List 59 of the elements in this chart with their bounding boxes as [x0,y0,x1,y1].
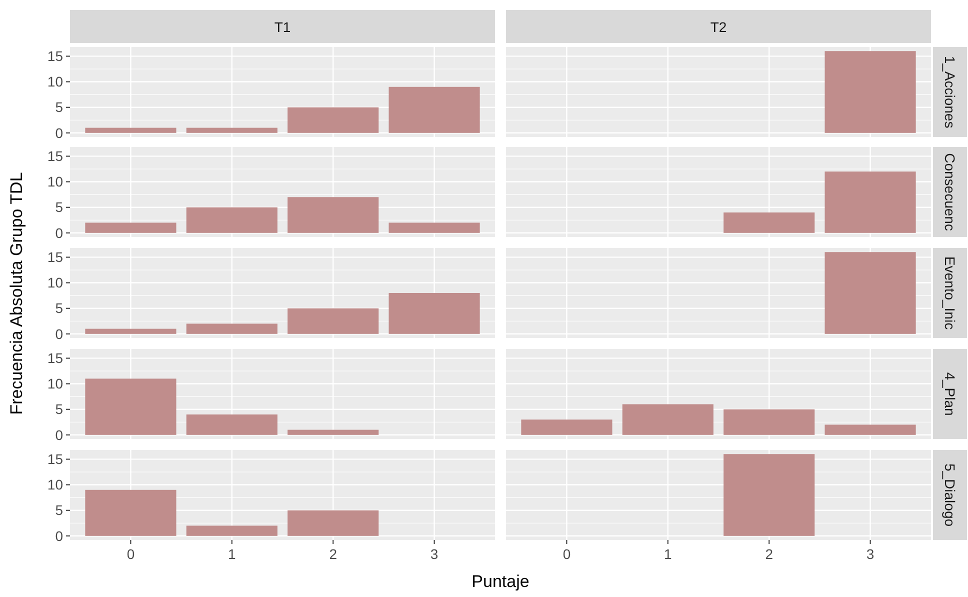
x-tick-label: 1 [664,546,672,562]
bar [288,197,379,233]
bar [85,328,176,334]
x-tick-label: 0 [126,546,135,562]
y-tick-label: 0 [55,528,64,544]
y2-axis-title: 4_Plan [942,372,958,416]
bar [85,378,176,435]
y-tick-label: 5 [55,99,64,116]
y-tick-label: 10 [47,376,64,392]
y2-axis-title: Consecuenc [942,153,958,231]
y-tick-label: 0 [55,426,64,443]
y-tick-label: 5 [55,300,64,316]
y-tick-label: 5 [55,502,64,518]
y-tick-label: 10 [47,274,64,291]
bar [724,409,815,435]
bar [85,222,176,233]
bar [388,86,480,133]
bar [824,424,916,435]
y-tick-label: 5 [55,199,64,216]
x-axis-title: Puntaje [472,572,530,591]
bar [186,526,278,536]
y-tick-label: 15 [47,451,64,468]
y-tick-label: 15 [47,148,64,164]
y-tick-label: 15 [47,350,64,366]
bar [186,414,278,435]
y-tick-label: 5 [55,401,64,418]
x-tick-label: 1 [228,546,236,562]
x-tick-label: 3 [430,546,438,562]
x-tick-label: 2 [329,546,338,562]
x-tick-label: 3 [866,546,874,562]
y-tick-label: 15 [47,249,64,266]
y-tick-label: 10 [47,74,64,90]
y2-axis-title: 5_Dialogo [942,463,958,527]
x-tick-label: 0 [562,546,571,562]
bar [388,293,480,334]
bar [288,510,379,536]
bar [622,404,714,435]
y2-axis-title: 1_Acciones [942,56,958,128]
bar [85,490,176,536]
bar [288,430,379,435]
bar [521,420,612,435]
bar [288,308,379,334]
y2-axis-title: Evento_Inic [942,256,958,330]
bar [186,207,278,233]
bar [186,324,278,334]
bar [388,222,480,233]
y-tick-label: 15 [47,48,64,64]
y-tick-label: 0 [55,326,64,342]
x-tick-label: 2 [765,546,774,562]
bar [85,128,176,133]
y-tick-label: 10 [47,174,64,190]
y-tick-label: 10 [47,476,64,493]
bar [288,107,379,133]
y-tick-label: 0 [55,124,64,141]
y-axis-title: Frecuencia Absoluta Grupo TDL [7,172,26,415]
chart-title: T1 [274,18,291,35]
bar [186,128,278,133]
chart-title: T2 [710,18,727,35]
y-tick-label: 0 [55,224,64,241]
